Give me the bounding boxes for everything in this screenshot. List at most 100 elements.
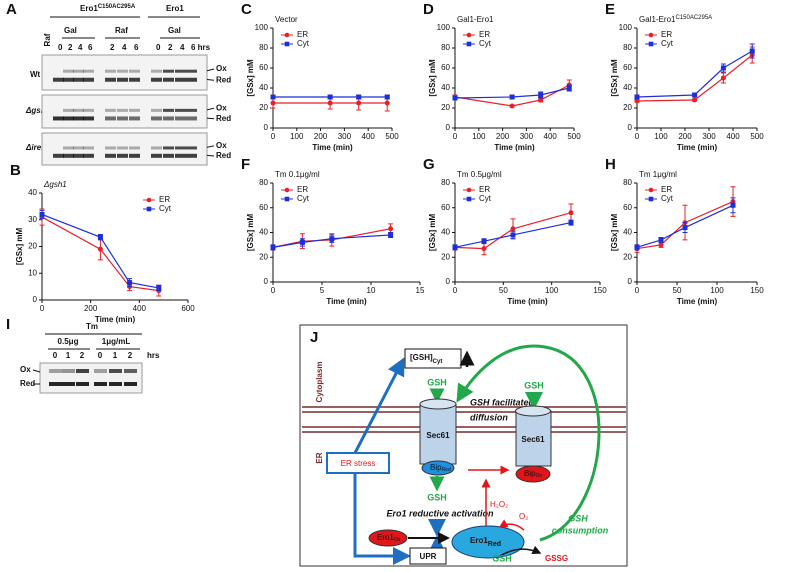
y-tick-label: 60 [441,63,450,72]
band [117,153,128,158]
label: [GSH]Cyt [410,353,442,364]
data-point [327,94,333,100]
data-point [299,239,305,245]
y-tick-label: 20 [441,103,450,112]
band [63,153,74,158]
band [175,69,186,73]
chart: C Vector 0 20 40 60 80 100 0 100 200 300 400 500 Time … [241,1,399,152]
band [109,369,122,373]
title-text: Tm 0.5μg/ml [457,170,502,179]
data-point [97,246,103,252]
arrow [353,474,411,565]
row-label: Wt [30,70,41,79]
x-tick-label: 50 [499,286,508,295]
y-tick-label: 40 [623,228,632,237]
x-tick-label: 200 [84,304,98,313]
series-line [636,204,734,248]
band [83,146,94,150]
band [186,153,197,158]
data-point [39,211,45,217]
compartment: Cytoplasm [315,362,324,403]
frame [299,324,628,567]
title-text: Gal1-Ero1 [457,15,494,24]
band [151,108,162,112]
band [63,77,74,82]
data-point [509,103,515,109]
y-tick-label: 10 [28,268,37,277]
y-tick-label: 40 [28,188,37,197]
box [326,452,390,474]
label: Ero1Ox [377,533,401,543]
y-tick-label: 0 [446,277,451,286]
band [73,116,84,121]
band [76,382,89,386]
y-tick-label: 60 [623,203,632,212]
y-tick-label: 60 [623,63,632,72]
band [151,146,162,150]
legend-label: ER [479,185,490,194]
x-tick-label: 5 [320,286,325,295]
x-tick-label: 100 [472,132,486,141]
lane-label: 2 [68,43,73,52]
ero1 [451,525,525,559]
band [73,108,84,112]
legend-label: Cyt [661,39,674,48]
legend-label: ER [297,185,308,194]
sec61 [419,398,457,410]
data-point [384,100,390,106]
legend-marker [648,196,654,202]
x-tick-label: 200 [678,132,692,141]
legend-marker [466,187,472,193]
lane-label: 0 [58,43,63,52]
band [163,108,174,112]
band [151,153,162,158]
band [105,77,116,82]
data-point [329,236,335,242]
band [53,116,64,121]
band [105,108,116,112]
data-point [452,95,458,101]
band [53,153,64,158]
y-tick-label: 20 [623,103,632,112]
band [186,77,197,82]
legend-label: ER [661,30,672,39]
y-tick-label: 80 [623,43,632,52]
data-point [510,232,516,238]
band [124,382,137,386]
band [175,108,186,112]
chart-title: Tm 0.1μg/ml [275,170,320,179]
y-axis-label: [GSx] mM [428,59,437,97]
data-point [538,97,544,103]
label: O₂ [519,512,528,521]
band-label: Red [216,75,231,84]
label: Sec61 [521,435,545,444]
y-tick-label: 40 [259,83,268,92]
data-point [327,100,333,106]
legend-marker [648,41,654,47]
y-tick-label: 20 [441,252,450,261]
blot-header: Ero1 [166,4,184,13]
data-point [270,94,276,100]
band-label: Ox [216,141,227,150]
compartment: ER [315,452,324,463]
panel-label: J [310,329,318,346]
legend-label: ER [159,195,170,204]
legend-marker [284,32,290,38]
data-point [270,100,276,106]
arrow [498,519,525,531]
y-tick-label: 40 [259,228,268,237]
panel-label: C [241,1,252,18]
y-tick-label: 80 [441,43,450,52]
x-axis-label: Time (min) [507,297,548,306]
legend-label: Cyt [159,204,172,213]
title-text: Δgsh1 [43,180,67,189]
lane-label: 6 [88,43,93,52]
series-line [636,54,753,102]
legend-marker [466,32,472,38]
y-tick-label: 100 [255,23,269,32]
band [73,153,84,158]
label: ER stress [341,459,376,468]
y-axis-label: [GSx] mM [610,214,619,252]
x-axis-label: Time (min) [312,143,353,152]
legend-label: Cyt [479,194,492,203]
